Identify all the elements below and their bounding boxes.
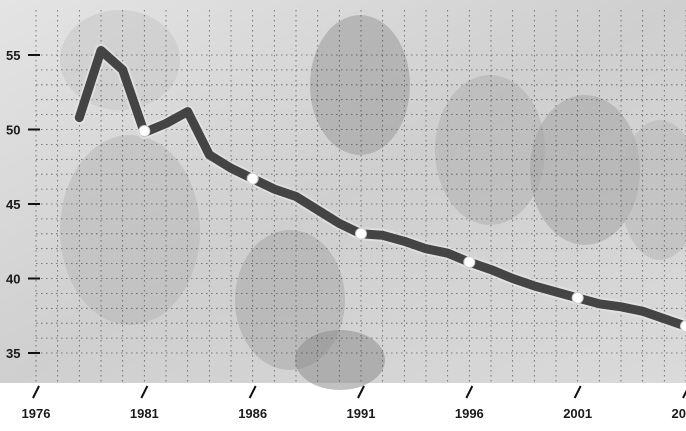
x-tick-mark <box>32 385 40 399</box>
y-tick-label: 40 <box>6 272 20 287</box>
x-tick-label: 1976 <box>22 406 51 421</box>
x-tick-label: 1981 <box>130 406 159 421</box>
photo-figure <box>295 330 385 390</box>
x-tick-mark <box>140 385 149 399</box>
x-tick-label: 1996 <box>455 406 484 421</box>
x-tick-label: 1986 <box>238 406 267 421</box>
y-tick-label: 55 <box>6 48 20 63</box>
data-point-marker <box>355 227 367 240</box>
x-tick-mark <box>573 385 582 399</box>
photo-figure <box>620 120 686 260</box>
x-tick-mark <box>682 389 686 399</box>
data-point-marker <box>138 124 151 137</box>
data-point-marker <box>680 320 686 333</box>
series-line <box>74 46 686 331</box>
x-tick-label: 1991 <box>347 406 376 421</box>
y-tick-label: 45 <box>6 197 20 212</box>
x-tick-mark <box>357 385 365 399</box>
photo-figure <box>435 75 545 225</box>
photo-figure <box>530 95 640 245</box>
tick-labels: 35 40 45 50 55 1976 1981 1986 1991 1996 2001 2006 <box>6 48 686 421</box>
x-tick-label: 2006 <box>672 406 686 421</box>
grid <box>35 10 686 383</box>
photo-figure <box>60 135 200 325</box>
label-strip <box>0 383 686 431</box>
data-point-marker <box>571 291 584 304</box>
x-tick-mark <box>465 385 474 399</box>
x-tick-label: 2001 <box>563 406 592 421</box>
y-tick-label: 35 <box>6 346 20 361</box>
axes <box>28 54 686 399</box>
data-point-marker <box>246 172 259 185</box>
photo-figure <box>310 15 410 155</box>
series <box>72 44 686 333</box>
y-tick-label: 50 <box>6 123 20 138</box>
data-point-marker <box>463 256 476 269</box>
x-tick-mark <box>248 385 257 399</box>
